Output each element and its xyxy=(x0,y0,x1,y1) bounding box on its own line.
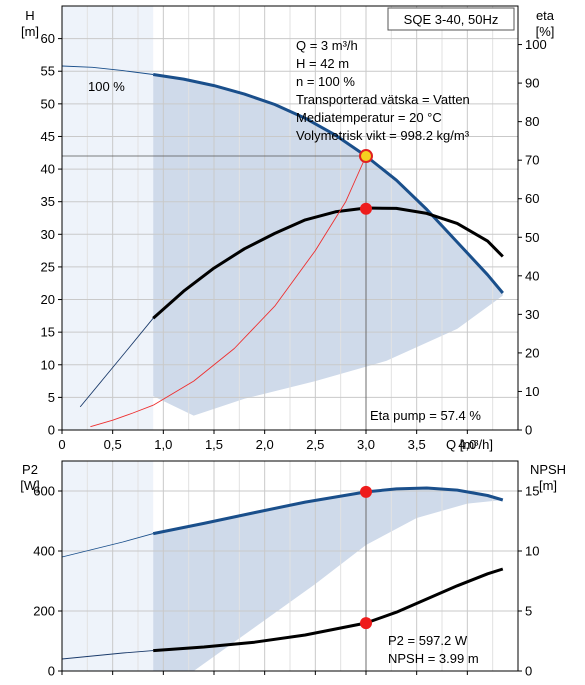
top-extension-curve-2 xyxy=(90,404,154,428)
top-right-axis-label-line1: eta xyxy=(536,8,555,23)
bottom-left-tick-label: 200 xyxy=(33,604,55,619)
top-left-tick-label: 15 xyxy=(41,325,55,340)
top-left-axis-label-line1: H xyxy=(25,8,34,23)
eta-pump-label: Eta pump = 57.4 % xyxy=(370,408,481,423)
info-line-temperature: Mediatemperatur = 20 °C xyxy=(296,110,442,125)
top-right-tick-label: 50 xyxy=(525,230,539,245)
top-extension-curve-0 xyxy=(61,65,154,75)
info-line-liquid: Transporterad vätska = Vatten xyxy=(296,92,470,107)
p2-point-marker xyxy=(360,485,372,498)
top-right-tick-label: 60 xyxy=(525,191,539,206)
bottom-plot-frame xyxy=(61,460,519,672)
top-light-region xyxy=(62,6,154,430)
top-right-tick-label: 30 xyxy=(525,307,539,322)
npsh-point-marker xyxy=(360,617,372,630)
top-right-tick-label: 70 xyxy=(525,153,539,168)
top-right-tick-label: 80 xyxy=(525,114,539,129)
operating-point-marker xyxy=(359,149,373,164)
top-right-tick-label: 100 xyxy=(525,37,547,52)
info-line-head: H = 42 m xyxy=(296,56,349,71)
top-x-tick-label: 1,0 xyxy=(154,437,172,452)
top-left-tick-label: 40 xyxy=(41,162,55,177)
operating-info: Q = 3 m³/h H = 42 m n = 100 % Transporte… xyxy=(296,38,470,143)
info-line-flow: Q = 3 m³/h xyxy=(296,38,358,53)
bottom-right-tick-label: 0 xyxy=(525,664,532,679)
head-efficiency-chart: 0 5 10 15 20 25 30 35 40 45 50 55 60 0 10 20 30 40 50 60 70 8… xyxy=(21,5,555,452)
bottom-shaded-region xyxy=(153,488,503,671)
curve-speed-label: 100 % xyxy=(88,79,125,94)
top-right-tick-label: 10 xyxy=(525,384,539,399)
top-left-tick-label: 30 xyxy=(41,227,55,242)
top-series-line-2 xyxy=(152,155,367,406)
bottom-left-tick-label: 0 xyxy=(48,664,55,679)
top-left-axis-label-line2: [m] xyxy=(21,24,39,39)
top-left-tick-label: 35 xyxy=(41,194,55,209)
top-extension-curve-1 xyxy=(79,317,154,408)
npsh-readout: NPSH = 3.99 m xyxy=(388,651,479,666)
top-series-line-1 xyxy=(152,206,504,320)
bottom-left-tick-label: 600 xyxy=(33,484,55,499)
bottom-right-tick-label: 10 xyxy=(525,544,539,559)
bottom-left-axis-label-line1: P2 xyxy=(22,462,38,477)
top-plot-frame xyxy=(61,5,519,431)
top-x-tick-label: 1,5 xyxy=(205,437,223,452)
top-left-tick-label: 50 xyxy=(41,96,55,111)
p2-readout: P2 = 597.2 W xyxy=(388,633,468,648)
top-right-tick-label: 40 xyxy=(525,268,539,283)
top-left-tick-label: 60 xyxy=(41,31,55,46)
efficiency-point-marker xyxy=(360,202,372,215)
top-x-tick-label: 4,0 xyxy=(458,437,476,452)
bottom-right-tick-label: 5 xyxy=(525,604,532,619)
bottom-left-axis-label-line2: [W] xyxy=(20,478,40,493)
top-right-tick-label: 90 xyxy=(525,76,539,91)
top-left-tick-label: 0 xyxy=(48,423,55,438)
top-left-tick-label: 45 xyxy=(41,129,55,144)
top-right-tick-label: 0 xyxy=(525,423,532,438)
top-x-tick-label: 2,5 xyxy=(306,437,324,452)
top-left-tick-label: 10 xyxy=(41,357,55,372)
bottom-right-tick-label: 15 xyxy=(525,484,539,499)
bottom-right-axis-label-line1: NPSH xyxy=(530,462,566,477)
top-x-tick-label: 2,0 xyxy=(256,437,274,452)
top-left-tick-label: 20 xyxy=(41,292,55,307)
bottom-extension-curve-0 xyxy=(61,533,154,558)
top-left-tick-label: 55 xyxy=(41,64,55,79)
top-x-tick-label: 3,5 xyxy=(408,437,426,452)
top-left-tick-label: 25 xyxy=(41,259,55,274)
power-npsh-chart: 0 200 400 600 0 5 10 15 P2 [W] NPSH [m] P2 = 59… xyxy=(20,460,566,679)
top-right-tick-label: 20 xyxy=(525,345,539,360)
top-series-line-0 xyxy=(152,73,504,294)
info-line-speed: n = 100 % xyxy=(296,74,355,89)
chart-title-box xyxy=(387,7,515,31)
bottom-extension-curve-1 xyxy=(61,650,154,660)
top-x-tick-label: 3,0 xyxy=(357,437,375,452)
info-line-density: Volymetrisk vikt = 998.2 kg/m³ xyxy=(296,128,470,143)
top-x-tick-label: 0,5 xyxy=(104,437,122,452)
chart-title: SQE 3-40, 50Hz xyxy=(404,12,499,27)
bottom-left-tick-label: 400 xyxy=(33,544,55,559)
top-x-tick-label: 0 xyxy=(58,437,65,452)
x-axis-label: Q [m³/h] xyxy=(446,437,493,452)
top-left-tick-label: 5 xyxy=(48,390,55,405)
bottom-right-axis-label-line2: [m] xyxy=(539,478,557,493)
top-right-axis-label-line2: [%] xyxy=(536,24,555,39)
bottom-light-region xyxy=(62,461,154,671)
top-shaded-region xyxy=(153,74,503,416)
